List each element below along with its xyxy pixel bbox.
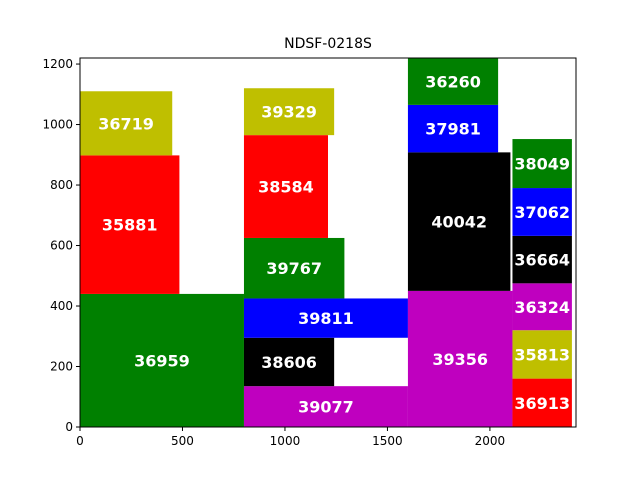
treemap-cell xyxy=(80,91,173,156)
y-tick-label: 200 xyxy=(50,360,73,374)
cell-label: 38606 xyxy=(261,353,317,372)
x-tick-label: 2000 xyxy=(475,434,506,448)
cell-label: 36664 xyxy=(514,251,570,270)
treemap-cell xyxy=(243,135,328,238)
cell-label: 36260 xyxy=(425,72,481,91)
cell-label: 37981 xyxy=(425,120,481,139)
cell-label: 38584 xyxy=(258,178,314,197)
y-tick-label: 600 xyxy=(50,239,73,253)
treemap-cell xyxy=(243,88,335,136)
treemap-cell xyxy=(512,235,572,284)
cell-label: 40042 xyxy=(431,213,487,232)
cell-label: 37062 xyxy=(514,203,570,222)
treemap-cell xyxy=(80,293,244,427)
x-tick-label: 1000 xyxy=(270,434,301,448)
cell-label: 38049 xyxy=(514,155,570,174)
treemap-cell xyxy=(243,237,345,299)
cell-label: 39767 xyxy=(266,259,322,278)
cell-label: 39811 xyxy=(298,309,354,328)
cell-label: 35881 xyxy=(102,216,158,235)
treemap-cell xyxy=(512,378,572,427)
treemap-cell xyxy=(243,386,408,427)
cell-label: 39329 xyxy=(261,103,317,122)
treemap-cell xyxy=(407,58,499,105)
cell-label: 36913 xyxy=(514,394,570,413)
chart-title: NDSF-0218S xyxy=(284,36,372,52)
plot-frame xyxy=(79,57,577,428)
y-tick-label: 400 xyxy=(50,299,73,313)
cell-label: 36959 xyxy=(134,351,190,370)
y-tick-label: 1200 xyxy=(42,57,73,71)
treemap-cell xyxy=(512,330,572,379)
x-tick-label: 0 xyxy=(76,434,84,448)
axes: 0 500 1000 1500 2000 0 200 400 600 800 1000 1200 xyxy=(42,57,577,448)
y-tick-label: 800 xyxy=(50,178,73,192)
x-tick-label: 1500 xyxy=(372,434,403,448)
treemap-cell xyxy=(407,152,511,291)
treemap-cell xyxy=(512,139,572,189)
treemap-cell xyxy=(407,104,499,153)
y-tick-label: 0 xyxy=(65,420,73,434)
y-tick-label: 1000 xyxy=(42,118,73,132)
treemap-cell xyxy=(512,188,572,236)
rect-layer: 36959 35881 36719 39077 38606 39811 39767 38584… xyxy=(80,58,572,427)
treemap-cell xyxy=(512,283,572,331)
cell-label: 36324 xyxy=(514,298,570,317)
cell-label: 35813 xyxy=(514,345,570,364)
x-tick-label: 500 xyxy=(171,434,194,448)
cell-label: 36719 xyxy=(98,114,154,133)
cell-label: 39356 xyxy=(432,350,488,369)
cell-label: 39077 xyxy=(298,398,354,417)
treemap-cell xyxy=(243,337,335,387)
treemap-cell xyxy=(407,290,513,427)
treemap-cell xyxy=(243,298,408,338)
treemap-cell xyxy=(80,155,180,294)
